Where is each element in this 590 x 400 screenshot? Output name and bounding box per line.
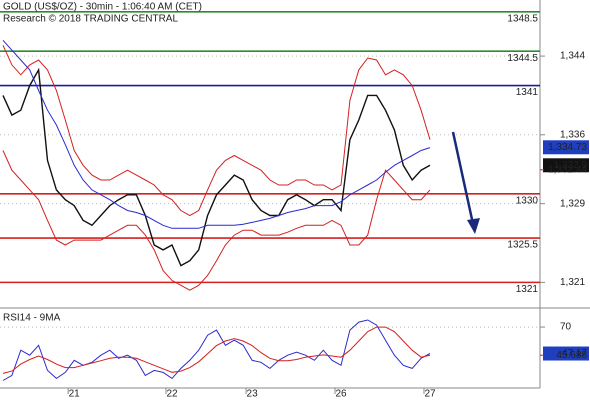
price-tag-label: 1,332.44 <box>548 164 587 175</box>
level-label: 1325.5 <box>507 240 538 251</box>
chart-title: GOLD (US$/OZ) - 30min - 1:06:40 AM (CET) <box>3 2 202 13</box>
rsi-title: RSI14 - 9MA <box>3 313 61 324</box>
x-tick-label: 22 <box>166 389 178 400</box>
chart-subtitle: Research © 2018 TRADING CENTRAL <box>3 14 178 25</box>
series-line <box>2 45 431 217</box>
series-line <box>2 67 431 267</box>
level-label: 1344.5 <box>507 53 538 64</box>
y-tick-label: 70 <box>560 322 572 333</box>
x-tick-label: 21 <box>69 389 81 400</box>
x-tick-label: 27 <box>424 389 436 400</box>
level-label: 1341 <box>516 87 539 98</box>
x-tick-label: 26 <box>335 389 347 400</box>
forecast-arrow <box>451 131 475 225</box>
plot-layer: 1,321 1,329 1,336 1,344 1348.5 1344.5 1341 1330… <box>0 11 589 400</box>
series-line <box>2 39 431 229</box>
series-line <box>2 326 431 374</box>
y-tick-label: 1,344 <box>560 51 585 62</box>
y-tick-label: 1,329 <box>560 198 585 209</box>
series-line <box>2 150 431 291</box>
level-label: 1330 <box>516 195 539 206</box>
y-tick-label: 1,321 <box>560 277 585 288</box>
price-tag-label: 1,332.9 <box>554 160 588 171</box>
level-label: 1321 <box>516 284 539 295</box>
level-label: 1348.5 <box>507 13 538 24</box>
x-tick-label: 23 <box>247 389 259 400</box>
price-tag-box <box>543 346 589 361</box>
y-tick-label: 1,336 <box>560 129 585 140</box>
price-tag-box <box>543 158 589 173</box>
price-tag-label: 47.17 <box>562 348 587 359</box>
price-tag-label: 1,334.73 <box>548 142 587 153</box>
price-tag-label: 45.688 <box>556 350 587 361</box>
price-tag-box <box>543 140 589 155</box>
forecast-arrowhead <box>467 218 480 234</box>
series-line <box>2 319 431 381</box>
